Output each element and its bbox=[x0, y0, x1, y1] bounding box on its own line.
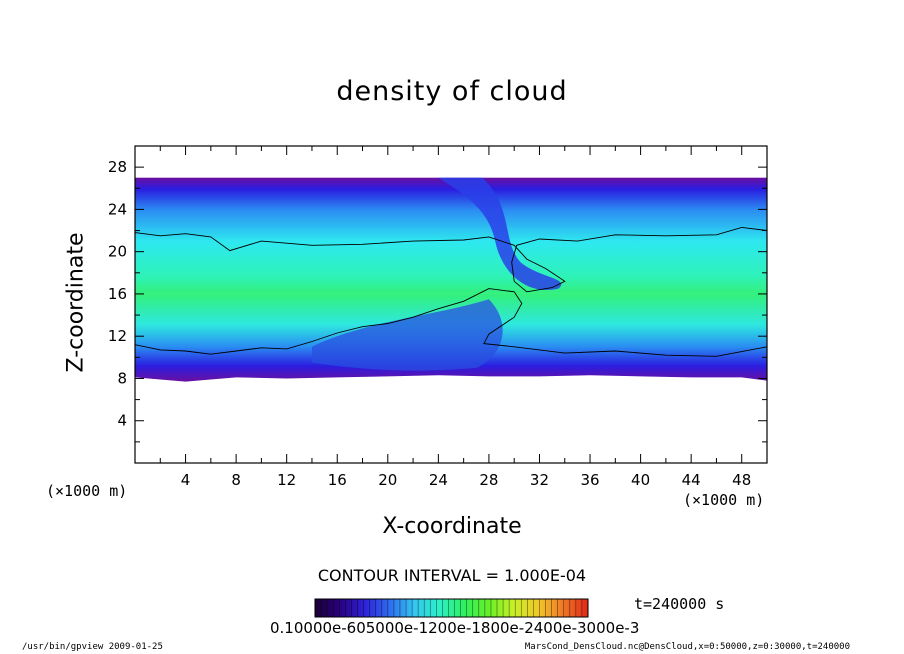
x-tick-label: 16 bbox=[328, 471, 347, 489]
colorbar bbox=[314, 598, 589, 618]
x-tick-label: 28 bbox=[479, 471, 498, 489]
footer-left: /usr/bin/gpview 2009-01-25 bbox=[22, 642, 163, 652]
contour-lower bbox=[134, 288, 768, 357]
y-tick-label: 24 bbox=[108, 200, 127, 218]
time-label: t=240000 s bbox=[634, 595, 725, 613]
plot-frame bbox=[134, 145, 768, 464]
y-axis-label: Z-coordinate bbox=[63, 232, 89, 373]
y-axis-ticks: 4 8 12 16 20 24 28 bbox=[108, 145, 767, 464]
footer-right: MarsCond_DensCloud.nc@DensCloud,x=0:5000… bbox=[524, 642, 850, 652]
x-tick-label: 8 bbox=[231, 471, 241, 489]
x-tick-label: 36 bbox=[580, 471, 599, 489]
x-tick-label: 44 bbox=[682, 471, 701, 489]
colorbar-tick-labels: 0.10000e-605000e-1200e-1800e-2400e-3000e… bbox=[270, 619, 640, 637]
x-tick-label: 48 bbox=[732, 471, 751, 489]
x-axis-unit: (×1000 m) bbox=[683, 491, 765, 509]
x-axis-label: X-coordinate bbox=[382, 514, 522, 539]
contour-lines bbox=[134, 226, 768, 357]
x-tick-label: 20 bbox=[378, 471, 397, 489]
y-tick-label: 8 bbox=[117, 369, 127, 387]
y-tick-label: 12 bbox=[108, 327, 127, 345]
y-tick-label: 20 bbox=[108, 243, 127, 261]
y-tick-label: 28 bbox=[108, 158, 127, 176]
x-tick-label: 24 bbox=[429, 471, 448, 489]
colorbar-frame bbox=[314, 598, 589, 618]
x-tick-label: 40 bbox=[631, 471, 650, 489]
y-tick-label: 16 bbox=[108, 285, 127, 303]
x-axis-ticks: 4 8 12 16 20 24 28 32 36 40 44 48 bbox=[134, 146, 768, 489]
density-field bbox=[135, 177, 767, 382]
turbulent-zone bbox=[311, 299, 503, 371]
x-tick-label: 32 bbox=[530, 471, 549, 489]
x-tick-label: 12 bbox=[277, 471, 296, 489]
y-tick-label: 4 bbox=[117, 412, 127, 430]
x-tick-label: 4 bbox=[181, 471, 191, 489]
contour-upper bbox=[134, 226, 768, 293]
contour-interval-label: CONTOUR INTERVAL = 1.000E-04 bbox=[317, 566, 587, 585]
colorbar-gradient bbox=[315, 599, 588, 617]
y-axis-unit: (×1000 m) bbox=[46, 482, 128, 500]
chart-title: density of cloud bbox=[336, 76, 568, 107]
plume-core bbox=[438, 177, 562, 291]
